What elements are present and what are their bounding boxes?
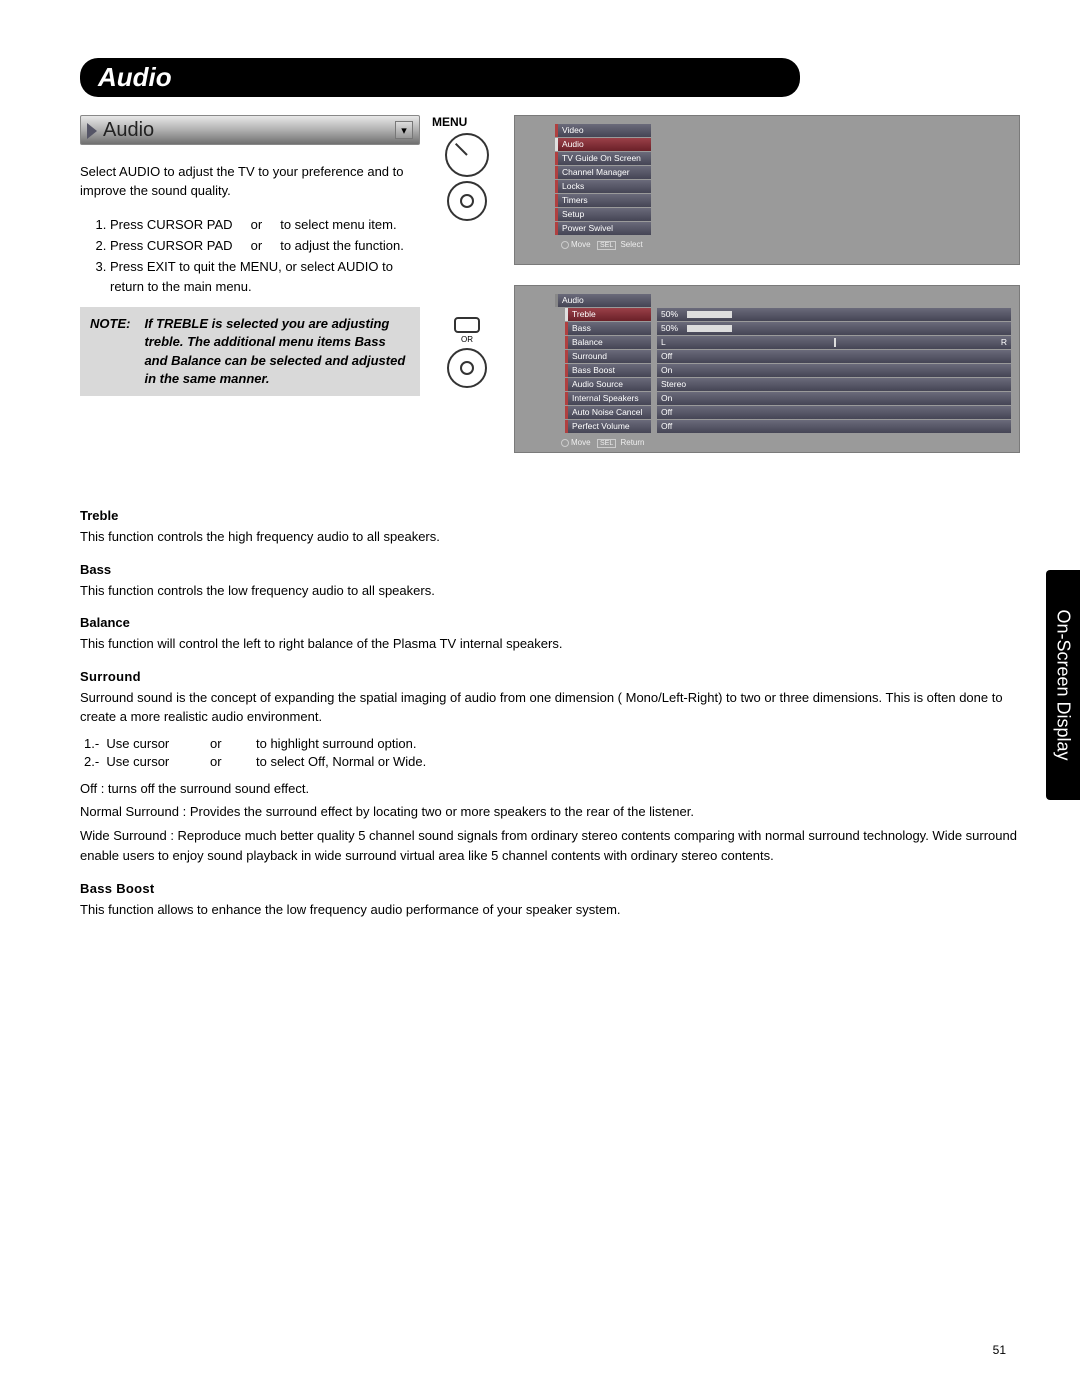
step-1: Press CURSOR PAD or to select menu item. [110,215,420,235]
osd-audio-menu: AudioTreble 50% Bass 50% Balance LR Surround Of… [514,285,1020,453]
note-box: NOTE: If TREBLE is selected you are adju… [80,307,420,396]
side-tab-label: On-Screen Display [1053,609,1074,760]
osd2-label: Auto Noise Cancel [565,406,651,419]
surround-normal: Normal Surround : Provides the surround … [80,803,1020,822]
osd2-label: Audio Source [565,378,651,391]
menu-label: MENU [432,115,502,129]
audio-ribbon: Audio ▾ [80,115,420,145]
balance-head: Balance [80,614,1020,633]
dial-icon [445,133,489,177]
osd2-label: Internal Speakers [565,392,651,405]
osd1-item: Timers [555,194,651,207]
osd2-value: Off [657,420,1011,433]
osd2-label: Bass Boost [565,364,651,377]
osd2-label: Treble [565,308,651,321]
osd2-value: 50% [657,308,1011,321]
osd-main-menu: VideoAudioTV Guide On ScreenChannel Mana… [514,115,1020,265]
osd1-item: Channel Manager [555,166,651,179]
osd1-footer: Move SEL Select [555,236,1011,250]
or-label: OR [432,335,502,344]
osd2-value: Off [657,406,1011,419]
osd1-item: TV Guide On Screen [555,152,651,165]
osd2-value: 50% [657,322,1011,335]
surround-wide: Wide Surround : Reproduce much better qu… [80,826,1020,866]
step-3: Press EXIT to quit the MENU, or select A… [110,257,420,297]
bass-body: This function controls the low frequency… [80,582,1020,601]
audio-ribbon-label: Audio [103,119,154,142]
intro-text: Select AUDIO to adjust the TV to your pr… [80,163,420,201]
osd2-footer: Move SEL Return [555,434,1011,448]
osd1-item: Setup [555,208,651,221]
steps-list: Press CURSOR PAD or to select menu item.… [80,215,420,298]
bassboost-body: This function allows to enhance the low … [80,901,1020,920]
osd1-item: Power Swivel [555,222,651,235]
cursor-pad-icon-2 [447,348,487,388]
surround-off: Off : turns off the surround sound effec… [80,780,1020,799]
osd2-label: Bass [565,322,651,335]
osd2-value: On [657,392,1011,405]
osd2-value: Stereo [657,378,1011,391]
osd2-value: LR [657,336,1011,349]
surround-head: Surround [80,668,1020,687]
remote-button-icon [454,317,480,333]
osd2-value: Off [657,350,1011,363]
cursor-pad-icon [447,181,487,221]
osd2-label: Surround [565,350,651,363]
surround-steps: 1.- Use cursor or to highlight surround … [84,735,1020,773]
chevron-down-icon: ▾ [395,121,413,139]
osd2-value: On [657,364,1011,377]
osd2-label: Perfect Volume [565,420,651,433]
osd1-item: Video [555,124,651,137]
osd1-item: Audio [555,138,651,151]
page-number: 51 [993,1343,1006,1357]
osd2-title: Audio [555,294,651,307]
bassboost-head: Bass Boost [80,880,1020,899]
note-label: NOTE: [90,315,130,388]
treble-head: Treble [80,507,1020,526]
osd2-label: Balance [565,336,651,349]
osd1-item: Locks [555,180,651,193]
side-tab: On-Screen Display [1046,570,1080,800]
note-text: If TREBLE is selected you are adjusting … [144,315,410,388]
treble-body: This function controls the high frequenc… [80,528,1020,547]
bass-head: Bass [80,561,1020,580]
balance-body: This function will control the left to r… [80,635,1020,654]
page-title: Audio [80,58,800,97]
surround-body: Surround sound is the concept of expandi… [80,689,1020,727]
step-2: Press CURSOR PAD or to adjust the functi… [110,236,420,256]
